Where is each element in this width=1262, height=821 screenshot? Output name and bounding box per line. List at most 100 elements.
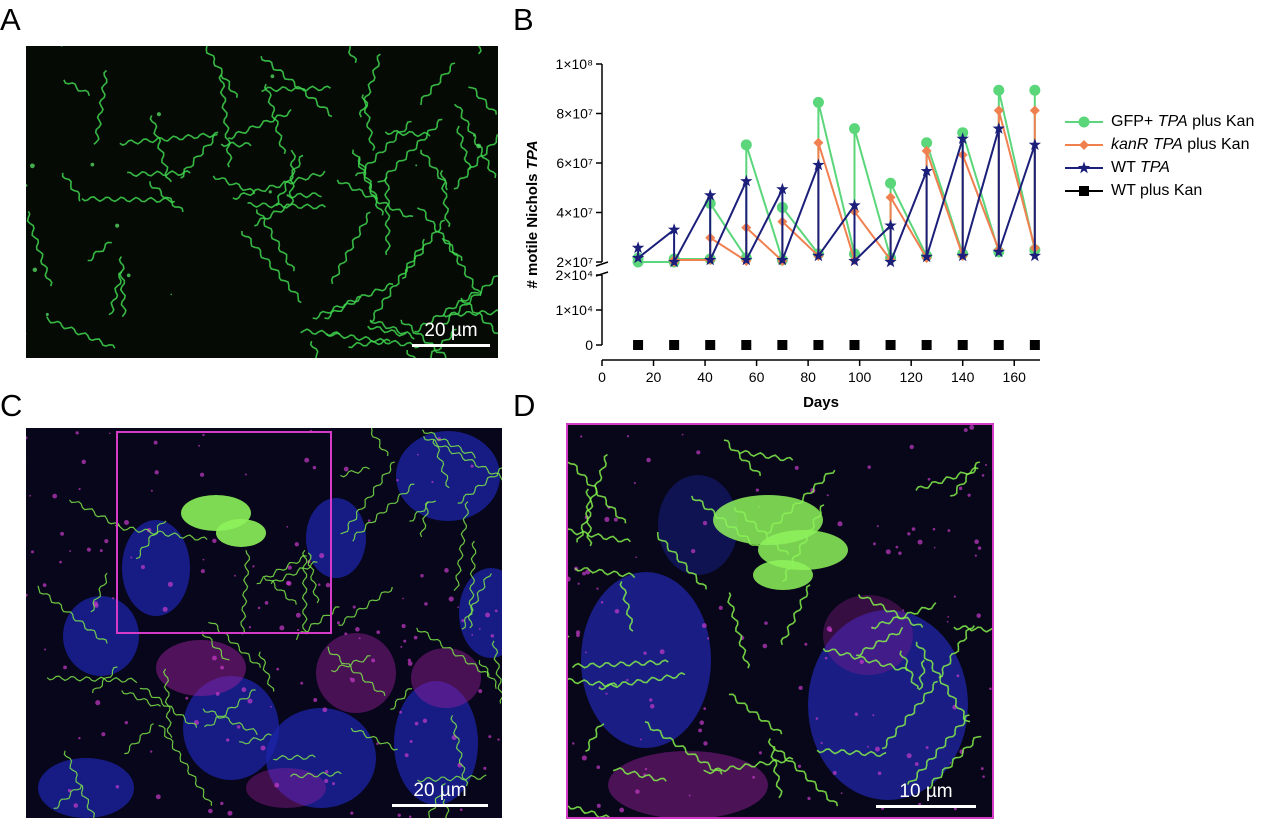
magenta-puncta [874, 746, 880, 752]
magenta-puncta [568, 576, 571, 582]
spirochete [149, 181, 184, 213]
data-point [704, 188, 717, 201]
magenta-puncta [832, 770, 837, 776]
magenta-puncta [112, 597, 115, 600]
magenta-puncta [691, 548, 696, 554]
magenta-puncta [580, 435, 583, 438]
spirochete [247, 201, 326, 210]
data-point [1029, 84, 1041, 96]
magenta-puncta [73, 803, 79, 808]
magenta-puncta [703, 741, 708, 746]
magenta-puncta [413, 635, 418, 640]
magenta-puncta [478, 689, 483, 694]
bacterium-tip [126, 273, 131, 278]
magenta-puncta [371, 658, 376, 663]
spirochete [369, 319, 415, 340]
magenta-puncta [643, 651, 647, 655]
magenta-puncta [408, 815, 412, 818]
magenta-puncta [352, 605, 356, 609]
magenta-puncta [866, 745, 869, 748]
magenta-puncta [976, 613, 981, 618]
magenta-puncta [376, 742, 379, 745]
bacterium-tip [286, 194, 289, 197]
magenta-puncta [150, 489, 153, 492]
spirochete [90, 572, 108, 613]
magenta-puncta [399, 710, 403, 714]
bacterium-tip [115, 223, 120, 228]
y-upper-tick-label: 4×10⁷ [556, 205, 593, 221]
scale-bar-d: 10 µm [876, 781, 976, 808]
spirochete [358, 53, 381, 118]
magenta-puncta [397, 813, 401, 817]
spirochete [369, 238, 425, 323]
spirochete [61, 172, 81, 202]
data-point [885, 177, 897, 189]
magenta-puncta [153, 440, 158, 445]
magenta-puncta [324, 778, 329, 784]
spirochete [202, 631, 230, 661]
spirochete [357, 156, 378, 199]
scale-label-a: 20 µm [424, 320, 478, 341]
data-point [884, 219, 897, 231]
magenta-puncta [286, 526, 289, 528]
spirochete [568, 635, 570, 638]
magenta-puncta [350, 811, 354, 815]
magenta-puncta [274, 782, 280, 788]
y-upper-tick-label: 6×10⁷ [556, 155, 593, 171]
spirochete [367, 325, 407, 337]
magenta-puncta [336, 621, 340, 625]
x-tick-label: 80 [800, 369, 816, 385]
x-tick-label: 120 [899, 369, 923, 385]
magenta-puncta [820, 741, 823, 745]
spirochete [350, 727, 398, 751]
magenta-stain [608, 751, 768, 817]
legend-label: kanR TPA plus Kan [1111, 135, 1250, 153]
spirochete [568, 805, 610, 817]
legend-swatch [1065, 116, 1103, 127]
axis-break [595, 261, 609, 277]
spirochete [256, 554, 307, 585]
magenta-puncta [902, 609, 905, 612]
bacterium-tip [268, 190, 272, 194]
magenta-puncta [898, 551, 902, 556]
magenta-puncta [29, 494, 32, 497]
chart-legend: GFP+ TPA plus Kan kanR TPA plus Kan WT TPA… [1065, 110, 1254, 202]
spirochete [453, 133, 498, 190]
magenta-puncta [914, 762, 919, 766]
magenta-puncta [416, 453, 419, 456]
magenta-puncta [59, 560, 62, 564]
magenta-puncta [60, 531, 64, 536]
spirochete [46, 675, 138, 684]
spirochete [46, 316, 116, 349]
magenta-puncta [981, 474, 985, 477]
data-point [740, 253, 753, 266]
magenta-puncta [478, 628, 481, 630]
data-point [633, 340, 644, 350]
legend-marker [1079, 139, 1089, 150]
spirochete [915, 641, 971, 723]
legend-swatch [1065, 185, 1103, 196]
magenta-puncta [659, 649, 665, 655]
magenta-puncta [150, 750, 153, 753]
magenta-puncta [162, 606, 168, 612]
data-point [1029, 340, 1040, 350]
spirochete [149, 115, 173, 183]
magenta-puncta [932, 527, 936, 531]
magenta-puncta [234, 574, 236, 577]
magenta-puncta [613, 517, 618, 522]
scale-bar-c: 20 µm [392, 780, 488, 807]
spirochete [816, 748, 887, 758]
spirochete [478, 660, 497, 689]
magenta-puncta [414, 721, 419, 726]
magenta-puncta [877, 771, 882, 776]
magenta-puncta [324, 769, 329, 774]
magenta-puncta [30, 550, 34, 554]
magenta-puncta [332, 782, 336, 786]
spirochete [871, 602, 937, 630]
magenta-puncta [885, 549, 891, 555]
spirochete [301, 549, 308, 635]
series-3 [633, 340, 1040, 350]
data-point [1028, 249, 1041, 262]
spirochete [263, 83, 287, 155]
x-tick-label: 60 [749, 369, 765, 385]
